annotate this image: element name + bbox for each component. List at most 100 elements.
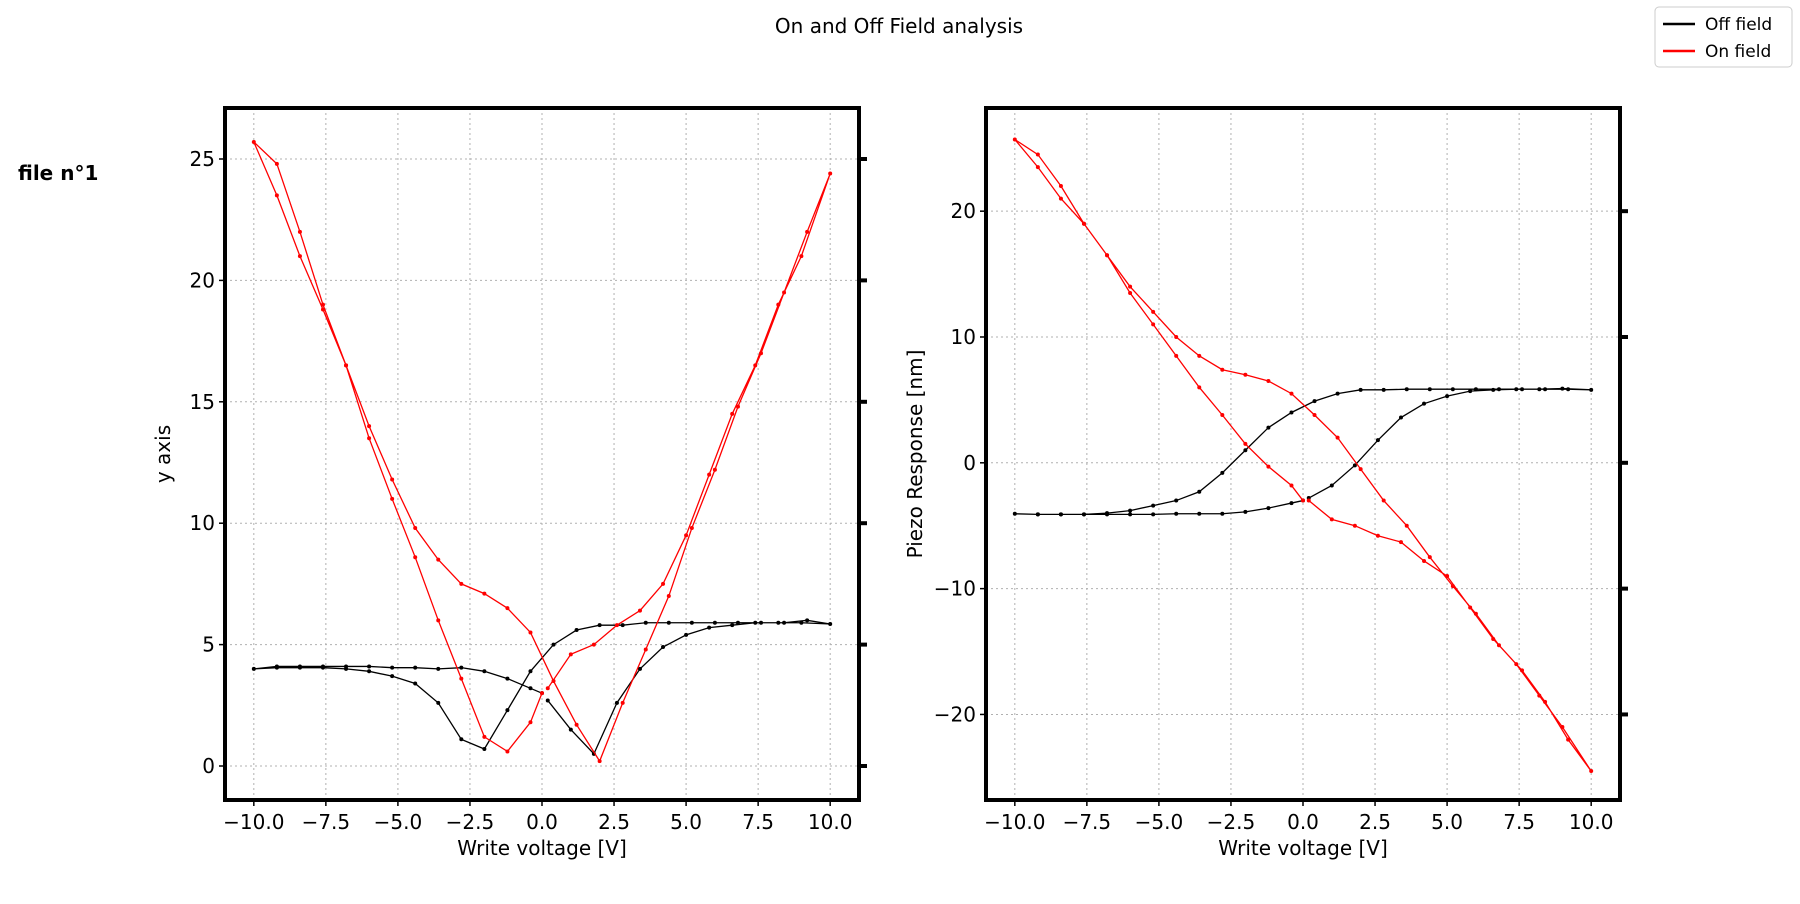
data-point	[753, 363, 758, 368]
data-point	[1266, 506, 1271, 511]
data-point	[1197, 489, 1202, 494]
data-point	[551, 642, 556, 647]
data-point	[1058, 184, 1063, 189]
data-point	[1358, 387, 1363, 392]
data-point	[568, 652, 573, 657]
data-point	[1560, 386, 1565, 391]
data-point	[707, 625, 712, 630]
data-point	[505, 606, 510, 611]
data-point	[689, 526, 694, 531]
data-point	[1243, 509, 1248, 514]
data-point	[297, 664, 302, 669]
data-point	[1266, 425, 1271, 430]
data-point	[1243, 448, 1248, 453]
data-point	[1473, 387, 1478, 392]
x-tick-label: 0.0	[1287, 810, 1319, 834]
data-point	[390, 477, 395, 482]
data-point	[540, 691, 544, 696]
y-tick-label: 15	[190, 390, 215, 414]
data-point	[482, 734, 487, 739]
data-point	[505, 676, 510, 681]
data-point	[614, 700, 619, 705]
data-point	[1220, 511, 1225, 516]
data-point	[689, 620, 694, 625]
data-point	[574, 722, 579, 727]
data-point	[505, 749, 510, 754]
data-point	[1174, 353, 1179, 358]
x-axis-label: Write voltage [V]	[457, 836, 627, 860]
data-point	[1566, 737, 1571, 742]
data-point	[1473, 611, 1478, 616]
y-tick-label: −10	[934, 577, 976, 601]
data-point	[1035, 165, 1040, 170]
data-point	[482, 669, 487, 674]
data-point	[1174, 498, 1179, 503]
data-point	[1289, 391, 1294, 396]
data-point	[1128, 284, 1133, 289]
data-point	[643, 620, 648, 625]
data-point	[1266, 379, 1271, 384]
x-tick-label: 7.5	[742, 810, 774, 834]
data-point	[637, 666, 642, 671]
data-point	[459, 676, 464, 681]
data-point	[1058, 196, 1063, 201]
data-point	[568, 727, 573, 732]
data-point	[1468, 605, 1473, 610]
data-point	[1266, 464, 1271, 469]
x-tick-label: −5.0	[1135, 810, 1184, 834]
data-point	[1375, 533, 1380, 538]
data-point	[482, 747, 487, 752]
data-point	[782, 620, 787, 625]
data-point	[782, 290, 787, 295]
data-point	[707, 472, 712, 477]
data-point	[1105, 512, 1110, 517]
data-point	[1381, 387, 1386, 392]
data-point	[643, 647, 648, 652]
x-tick-label: 10.0	[808, 810, 853, 834]
data-point	[684, 533, 689, 538]
data-point	[1105, 253, 1110, 258]
figure-title: On and Off Field analysis	[775, 14, 1023, 38]
data-point	[1301, 498, 1305, 503]
data-point	[799, 254, 804, 259]
x-tick-label: 2.5	[598, 810, 630, 834]
data-point	[1151, 503, 1156, 508]
data-point	[1151, 309, 1156, 314]
data-point	[597, 759, 602, 764]
data-point	[320, 664, 325, 669]
data-point	[251, 666, 256, 671]
data-point	[390, 674, 395, 679]
data-point	[1381, 498, 1386, 503]
data-point	[1128, 508, 1133, 513]
data-point	[730, 623, 735, 628]
data-point	[482, 591, 487, 596]
data-point	[367, 436, 372, 441]
data-point	[620, 700, 625, 705]
data-point	[1243, 441, 1248, 446]
x-tick-label: −5.0	[374, 810, 423, 834]
data-point	[344, 363, 349, 368]
data-point	[1335, 391, 1340, 396]
data-point	[805, 229, 810, 234]
data-point	[320, 307, 325, 312]
data-point	[1520, 387, 1525, 392]
data-point	[297, 229, 302, 234]
data-point	[551, 679, 556, 684]
data-point	[436, 618, 441, 623]
data-point	[1404, 387, 1409, 392]
y-tick-label: 0	[963, 451, 976, 475]
data-point	[1306, 498, 1311, 503]
data-point	[1398, 540, 1403, 545]
data-point	[367, 669, 372, 674]
data-point	[297, 254, 302, 259]
data-point	[1375, 438, 1380, 443]
data-point	[1358, 467, 1363, 472]
x-tick-label: −7.5	[1063, 810, 1112, 834]
y-tick-label: 0	[202, 754, 215, 778]
data-point	[1197, 385, 1202, 390]
data-point	[1035, 512, 1040, 517]
data-point	[1289, 483, 1294, 488]
data-point	[1427, 555, 1432, 560]
data-point	[666, 594, 671, 599]
